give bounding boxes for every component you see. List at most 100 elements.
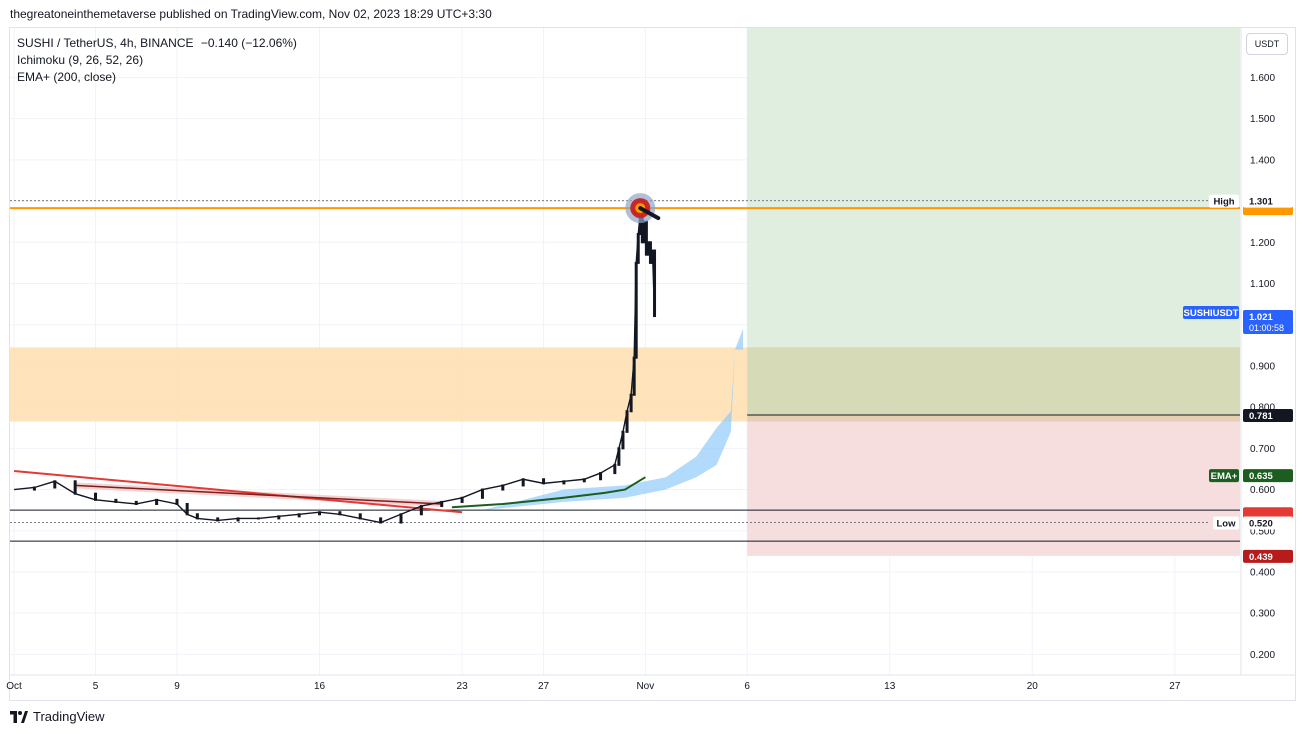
chart-legend: SUSHI / TetherUS, 4h, BINANCE −0.140 (−1… [17, 35, 297, 86]
target-marker [625, 193, 661, 224]
candle [542, 478, 546, 485]
low-tag-bg [1243, 516, 1293, 530]
currency-button[interactable]: USDT [1246, 33, 1288, 55]
candle [53, 480, 57, 489]
candle [460, 496, 464, 503]
symbol-label-bg [1183, 305, 1239, 319]
y-tick-label: 0.500 [1250, 526, 1275, 537]
candle [648, 241, 652, 264]
y-tick-label: 0.800 [1250, 403, 1275, 414]
candle [318, 511, 322, 516]
entry-price-tag: 0.781 [1243, 408, 1293, 422]
candle [521, 478, 525, 487]
candle [195, 513, 199, 520]
candle [379, 517, 383, 524]
ema-label: EMA+ [1211, 471, 1238, 482]
legend-symbol-row: SUSHI / TetherUS, 4h, BINANCE −0.140 (−1… [17, 35, 297, 52]
trendline-dark [75, 484, 442, 505]
candle [185, 502, 189, 516]
low-tag-value: 0.520 [1249, 519, 1273, 530]
candle [653, 249, 657, 318]
candle [562, 480, 566, 485]
y-tick-label: 1.500 [1250, 114, 1275, 125]
footer-brand-text: TradingView [33, 709, 105, 724]
ema-label-bg [1209, 469, 1239, 483]
y-tick-label: 1.600 [1250, 73, 1275, 84]
x-tick-label: 9 [174, 681, 180, 692]
legend-indicator-ichimoku[interactable]: Ichimoku (9, 26, 52, 26) [17, 53, 144, 67]
x-tick-label: 20 [1027, 681, 1039, 692]
published-by-text: thegreatoneinthemetaverse published on T… [10, 7, 492, 21]
x-tick-label: 23 [457, 681, 469, 692]
chart-frame[interactable] [9, 27, 1296, 701]
y-tick-label: 1.100 [1250, 279, 1275, 290]
price-series [14, 212, 657, 524]
high-label-bg [1209, 194, 1239, 208]
candle [625, 410, 629, 433]
candle [216, 517, 220, 522]
candle [175, 498, 179, 505]
target-zone [747, 28, 1240, 415]
x-tick-label: 27 [538, 681, 550, 692]
supply-zone [10, 347, 748, 422]
candle [236, 517, 240, 522]
candle [613, 463, 617, 475]
horizontal-levels [10, 200, 1240, 542]
candle [582, 478, 586, 483]
candle [642, 220, 646, 244]
candle [32, 486, 36, 491]
x-tick-label: 16 [314, 681, 326, 692]
ema-price-tag-value: 0.635 [1249, 471, 1273, 482]
ema-price-tag-bg [1243, 469, 1293, 483]
y-tick-label: 1.200 [1250, 238, 1275, 249]
candle [599, 472, 603, 481]
candle [617, 447, 621, 466]
stop-price-tag: 0.439 [1243, 549, 1293, 563]
candle [338, 511, 342, 516]
candle [440, 500, 444, 508]
high-tag: 1.301 [1243, 194, 1293, 208]
zones [10, 28, 1240, 556]
y-tick-label: 1.400 [1250, 155, 1275, 166]
red-level-tag [1243, 507, 1293, 520]
candle [297, 513, 301, 518]
footer-brand[interactable]: TradingView [10, 709, 105, 724]
candle [134, 500, 138, 505]
legend-change: −0.140 (−12.06%) [200, 36, 297, 50]
candle [399, 513, 403, 524]
stop-price-tag-value: 0.439 [1249, 552, 1273, 563]
candle [114, 498, 118, 503]
candle [640, 212, 644, 244]
candle [632, 356, 636, 396]
candle [94, 492, 98, 501]
x-tick-label: 13 [884, 681, 896, 692]
high-tag-bg [1243, 194, 1293, 208]
candle [634, 261, 638, 359]
x-tick-label: 27 [1169, 681, 1181, 692]
ema-line [451, 476, 646, 509]
candle [644, 220, 648, 256]
y-tick-label: 0.400 [1250, 567, 1275, 578]
x-tick-label: Oct [6, 681, 22, 692]
y-tick-label: 0.300 [1250, 609, 1275, 620]
candle [501, 484, 505, 491]
y-tick-label: 0.900 [1250, 361, 1275, 372]
candle [629, 393, 633, 413]
legend-indicator-ema[interactable]: EMA+ (200, close) [17, 70, 117, 84]
entry-price-tag-value: 0.781 [1249, 411, 1273, 422]
ema-200-line [451, 476, 646, 509]
x-tick-label: 6 [744, 681, 750, 692]
candle [73, 480, 77, 495]
candle [358, 513, 362, 520]
tradingview-logo-icon [10, 710, 28, 723]
ema-price-tag: 0.635 [1243, 469, 1293, 483]
candle [646, 241, 650, 256]
candle [621, 430, 625, 450]
legend-symbol[interactable]: SUSHI / TetherUS, 4h, BINANCE [17, 36, 194, 50]
y-tick-label: 0.700 [1250, 444, 1275, 455]
candle [480, 488, 484, 499]
supply-zone-overlap [747, 347, 1240, 422]
x-tick-label: 5 [93, 681, 99, 692]
